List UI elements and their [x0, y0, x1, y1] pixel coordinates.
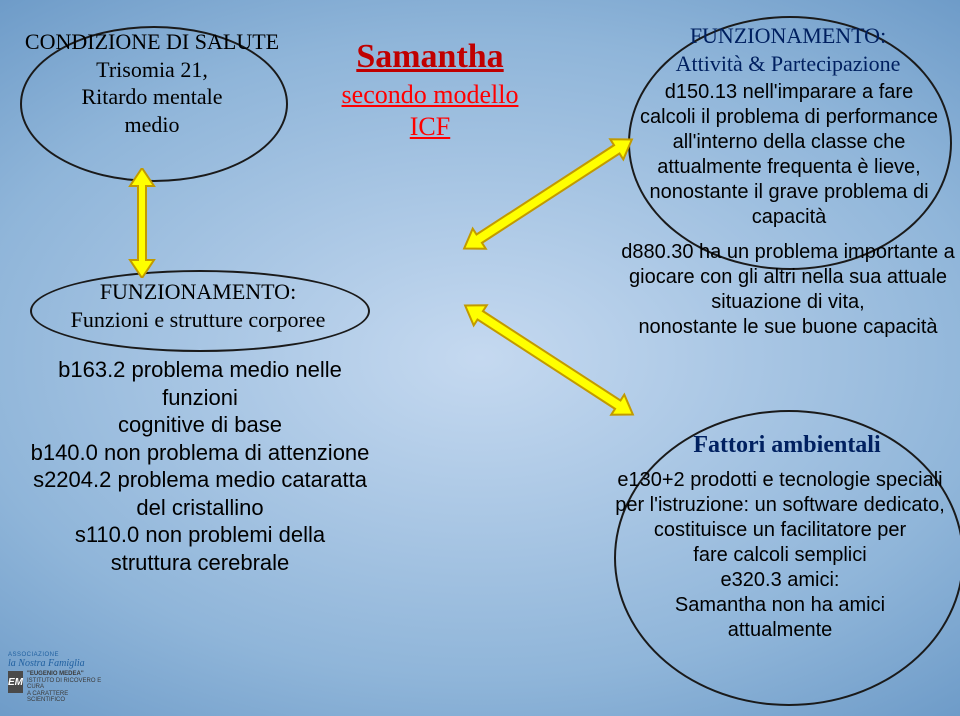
fattori-line: Samantha non ha amici	[600, 593, 960, 618]
funzioni-heading: FUNZIONAMENTO: Funzioni e strutture corp…	[30, 278, 366, 333]
funzioni-item: s2204.2 problema medio cataratta	[20, 466, 380, 494]
condizione-l3: medio	[14, 111, 290, 139]
arrow-vertical	[122, 168, 162, 278]
logo-em-icon: EM	[8, 671, 23, 693]
funzioni-h1: FUNZIONAMENTO:	[30, 278, 366, 306]
logo-l5: A CARATTERE SCIENTIFICO	[27, 691, 104, 704]
funzioni-item: b163.2 problema medio nelle funzioni	[20, 356, 380, 411]
fattori-line: attualmente	[600, 618, 960, 643]
attivita-p2: d880.30 ha un problema importante a gioc…	[616, 240, 960, 340]
logo-l4: ISTITUTO DI RICOVERO E CURA	[27, 678, 104, 691]
condizione-heading: CONDIZIONE DI SALUTE	[14, 28, 290, 56]
arrow-diag-down	[444, 285, 654, 435]
logo-medea: "EUGENIO MEDEA"	[27, 671, 104, 678]
fattori-lines: e130+2 prodotti e tecnologie specialiper…	[600, 468, 960, 643]
funzioni-item: s110.0 non problemi della	[20, 521, 380, 549]
attivita-h2: Attività & Partecipazione	[624, 50, 952, 78]
fattori-line: per l'istruzione: un software dedicato,	[600, 493, 960, 518]
fattori-line: e320.3 amici:	[600, 568, 960, 593]
condizione-l1: Trisomia 21,	[14, 56, 290, 84]
fattori-line: fare calcoli semplici	[600, 543, 960, 568]
condizione-l2: Ritardo mentale	[14, 83, 290, 111]
arrow-diag-up	[443, 119, 653, 269]
funzioni-item: cognitive di base	[20, 411, 380, 439]
funzioni-items: b163.2 problema medio nelle funzionicogn…	[20, 356, 380, 576]
title-name: Samantha	[300, 36, 560, 79]
title-sub1: secondo modello	[300, 79, 560, 112]
logo-famiglia: la Nostra Famiglia	[8, 658, 104, 669]
attivita-p1: d150.13 nell'imparare a fare calcoli il …	[636, 80, 942, 230]
fattori-line: costituisce un facilitatore per	[600, 518, 960, 543]
funzioni-h2: Funzioni e strutture corporee	[30, 306, 366, 334]
fattori-line: e130+2 prodotti e tecnologie speciali	[600, 468, 960, 493]
fattori-heading: Fattori ambientali	[614, 430, 960, 460]
attivita-heading: FUNZIONAMENTO: Attività & Partecipazione	[624, 22, 952, 77]
condizione-text: CONDIZIONE DI SALUTE Trisomia 21, Ritard…	[14, 28, 290, 138]
funzioni-item: del cristallino	[20, 494, 380, 522]
slide-stage: Samantha secondo modello ICF CONDIZIONE …	[0, 0, 960, 716]
attivita-h1: FUNZIONAMENTO:	[624, 22, 952, 50]
funzioni-item: struttura cerebrale	[20, 549, 380, 577]
footer-logo: ASSOCIAZIONE la Nostra Famiglia EM "EUGE…	[8, 652, 104, 712]
funzioni-item: b140.0 non problema di attenzione	[20, 439, 380, 467]
